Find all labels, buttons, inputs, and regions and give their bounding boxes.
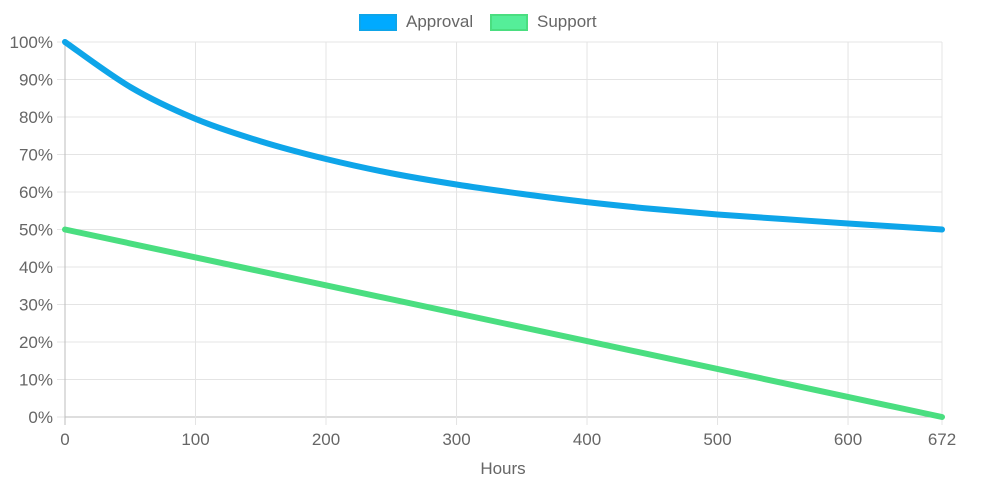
y-tick-label: 40%: [19, 258, 53, 277]
y-tick-label: 90%: [19, 71, 53, 90]
series-line-support[interactable]: [62, 226, 945, 420]
x-tick-label: 0: [60, 430, 69, 449]
y-tick-label: 60%: [19, 183, 53, 202]
y-tick-label: 20%: [19, 333, 53, 352]
legend-label-support: Support: [537, 12, 597, 31]
x-tick-label: 672: [928, 430, 956, 449]
series-line-approval[interactable]: [62, 39, 945, 233]
series-lines: [62, 39, 945, 420]
x-tick-label: 600: [834, 430, 862, 449]
legend-item-approval[interactable]: Approval: [359, 12, 473, 32]
y-tick-label: 50%: [19, 221, 53, 240]
x-tick-label: 400: [573, 430, 601, 449]
legend-swatch-support: [490, 13, 528, 31]
x-axis-ticks: 0 100 200 300 400 500 600 672: [60, 430, 956, 449]
y-tick-label: 30%: [19, 296, 53, 315]
x-tick-label: 200: [312, 430, 340, 449]
x-axis-label: Hours: [480, 459, 525, 478]
y-tick-label: 100%: [10, 33, 53, 52]
y-tick-label: 10%: [19, 371, 53, 390]
x-tick-label: 100: [181, 430, 209, 449]
x-tick-label: 300: [442, 430, 470, 449]
y-tick-label: 70%: [19, 146, 53, 165]
grid: [57, 41, 943, 425]
legend-label-approval: Approval: [406, 12, 474, 31]
legend-item-support[interactable]: Support: [490, 12, 597, 32]
x-tick-label: 500: [703, 430, 731, 449]
y-tick-label: 0%: [28, 408, 53, 427]
y-tick-label: 80%: [19, 108, 53, 127]
legend-swatch-approval: [359, 13, 397, 31]
y-axis-ticks: 0% 10% 20% 30% 40% 50% 60% 70% 80% 90% 100%: [10, 33, 53, 427]
